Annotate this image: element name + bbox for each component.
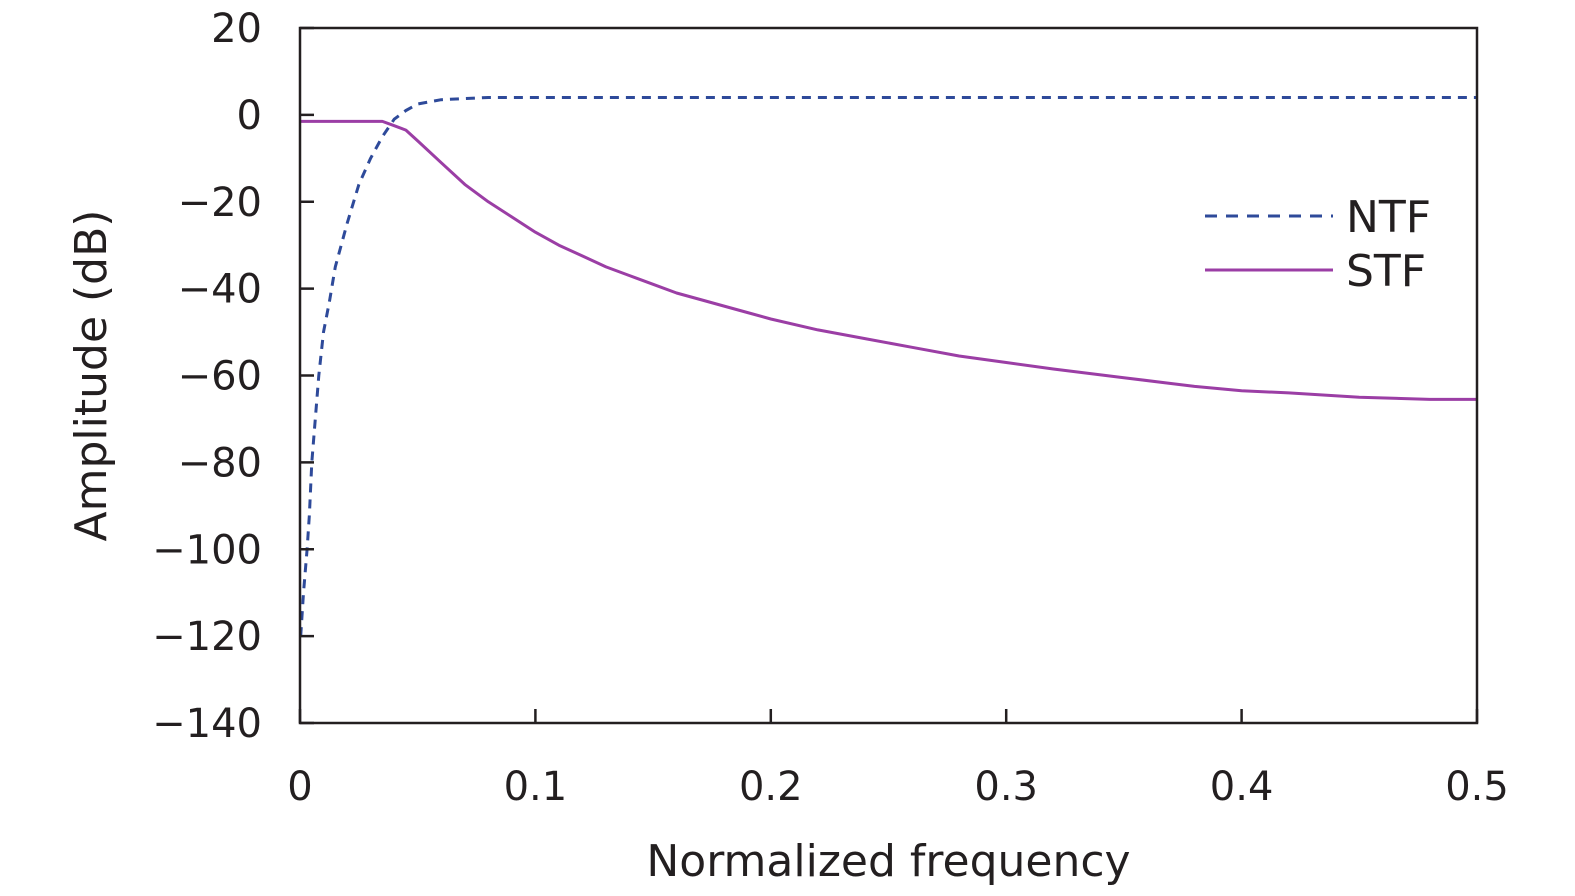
x-tick-label: 0 xyxy=(287,764,312,810)
y-tick-label: −60 xyxy=(178,354,262,400)
legend-label-stf: STF xyxy=(1346,246,1426,297)
y-tick-label: −100 xyxy=(152,527,262,573)
y-tick-label: 0 xyxy=(237,93,262,139)
plot-frame xyxy=(298,26,1479,725)
x-tick-label: 0.3 xyxy=(974,764,1038,810)
y-tick-label: −120 xyxy=(152,614,262,660)
x-tick-label: 0.1 xyxy=(504,764,568,810)
ticks-layer: 0 0.1 0.2 0.3 0.4 0.5 20 0 −20 −40 −60 −80 −100 −120 −… xyxy=(152,6,1509,810)
y-tick-label: −40 xyxy=(178,267,262,313)
y-axis-label: Amplitude (dB) xyxy=(66,210,117,542)
series-line-stf xyxy=(300,119,1477,401)
y-tick-label: 20 xyxy=(211,6,262,52)
x-tick-label: 0.5 xyxy=(1445,764,1509,810)
series-layer xyxy=(299,96,1477,637)
legend-label-ntf: NTF xyxy=(1346,192,1431,243)
series-line-ntf xyxy=(299,96,1477,637)
x-axis-label: Normalized frequency xyxy=(646,836,1130,887)
y-tick-label: −80 xyxy=(178,440,262,486)
y-tick-label: −20 xyxy=(178,180,262,226)
y-tick-label: −140 xyxy=(152,701,262,747)
x-tick-label: 0.2 xyxy=(739,764,803,810)
x-tick-label: 0.4 xyxy=(1210,764,1274,810)
